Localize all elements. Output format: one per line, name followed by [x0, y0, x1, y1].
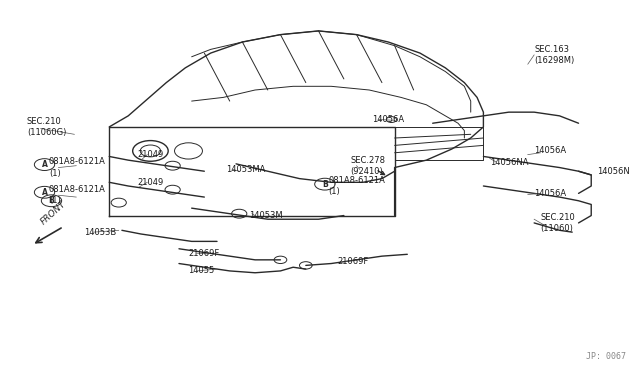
Text: B: B	[49, 196, 54, 205]
Text: 21049: 21049	[138, 150, 164, 159]
Text: FRONT: FRONT	[39, 199, 68, 227]
Text: 081A8-6121A
(1): 081A8-6121A (1)	[49, 185, 106, 205]
Text: 21049: 21049	[138, 178, 164, 187]
Text: SEC.210
(11060): SEC.210 (11060)	[541, 213, 575, 233]
Text: JP: 0067: JP: 0067	[586, 352, 626, 361]
Text: SEC.210
(11060G): SEC.210 (11060G)	[27, 117, 66, 137]
Text: 14056A: 14056A	[534, 147, 566, 155]
Text: 14055: 14055	[189, 266, 215, 275]
Text: 14053M: 14053M	[249, 211, 282, 220]
Text: 21069F: 21069F	[189, 249, 220, 258]
Text: SEC.163
(16298M): SEC.163 (16298M)	[534, 45, 574, 65]
Text: A: A	[42, 160, 47, 169]
Text: 081A8-6121A
(1): 081A8-6121A (1)	[328, 176, 385, 196]
Text: 14056N: 14056N	[598, 167, 630, 176]
Text: 081A8-6121A
(1): 081A8-6121A (1)	[49, 157, 106, 177]
Text: SEC.278
(92410): SEC.278 (92410)	[350, 155, 385, 176]
Text: B: B	[322, 180, 328, 189]
Text: 14056NA: 14056NA	[490, 157, 528, 167]
Text: 21069F: 21069F	[337, 257, 369, 266]
Text: 14056A: 14056A	[534, 189, 566, 198]
Text: 14053MA: 14053MA	[227, 165, 266, 174]
Text: A: A	[42, 188, 47, 197]
Text: 14056A: 14056A	[372, 115, 404, 124]
Text: 14053B: 14053B	[84, 228, 116, 237]
